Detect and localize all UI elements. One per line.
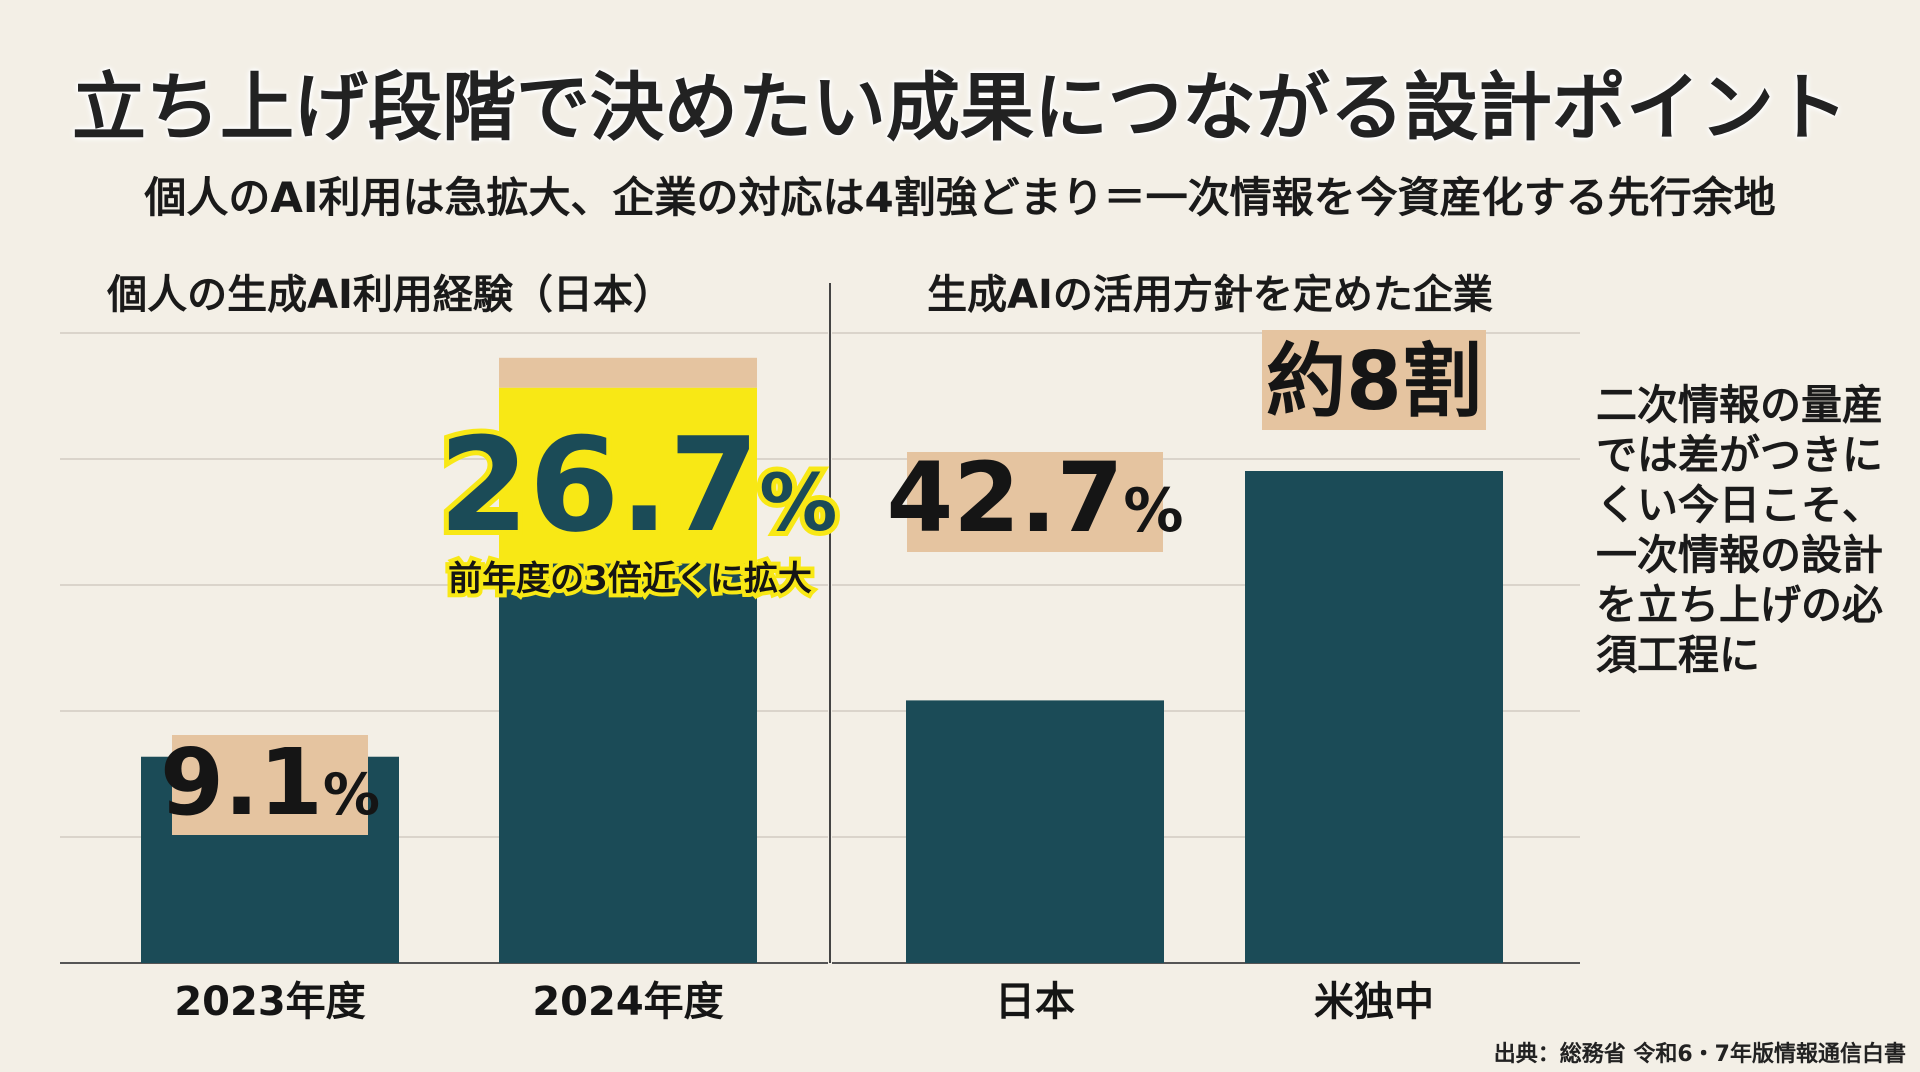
side-note: 二次情報の量産では差がつきにくい今日こそ、一次情報の設計を立ち上げの必須工程に xyxy=(1596,381,1883,679)
value-label-2023: 9.1% xyxy=(160,729,380,836)
left-chart-title: 個人の生成AI利用経験（日本） xyxy=(107,272,673,318)
value-label-us-de-cn: 約8割 xyxy=(1266,335,1482,428)
value-label-japan: 42.7% xyxy=(887,442,1184,554)
category-label-2023: 2023年度 xyxy=(174,979,365,1025)
value-label-2023-bg xyxy=(172,735,368,835)
subtitle: 個人のAI利用は急拡大、企業の対応は4割強どまり＝一次情報を今資産化する先行余地 xyxy=(144,173,1776,222)
right-chart-title: 生成AIの活用方針を定めた企業 xyxy=(927,272,1493,318)
category-label-us-de-cn: 米独中 xyxy=(1314,979,1434,1025)
category-label-japan: 日本 xyxy=(995,979,1075,1025)
bar-2024 xyxy=(499,563,757,963)
value-label-us-de-cn-bg xyxy=(1262,330,1486,430)
bar-us-de-cn xyxy=(1245,471,1503,963)
bar-2024-highlight xyxy=(499,387,757,564)
value-label-japan-bg xyxy=(907,452,1163,552)
bar-japan xyxy=(906,700,1164,963)
source-note: 出典：総務省 令和6・7年版情報通信白書 xyxy=(1493,1042,1906,1067)
category-label-2024: 2024年度 xyxy=(532,979,723,1025)
annotation-2024: 前年度の3倍近くに拡大 xyxy=(448,559,812,599)
value-label-2024: 26.7% xyxy=(439,409,838,561)
bar-2024-cap xyxy=(499,357,757,388)
main-title: 立ち上げ段階で決めたい成果につながる設計ポイント xyxy=(72,65,1848,151)
